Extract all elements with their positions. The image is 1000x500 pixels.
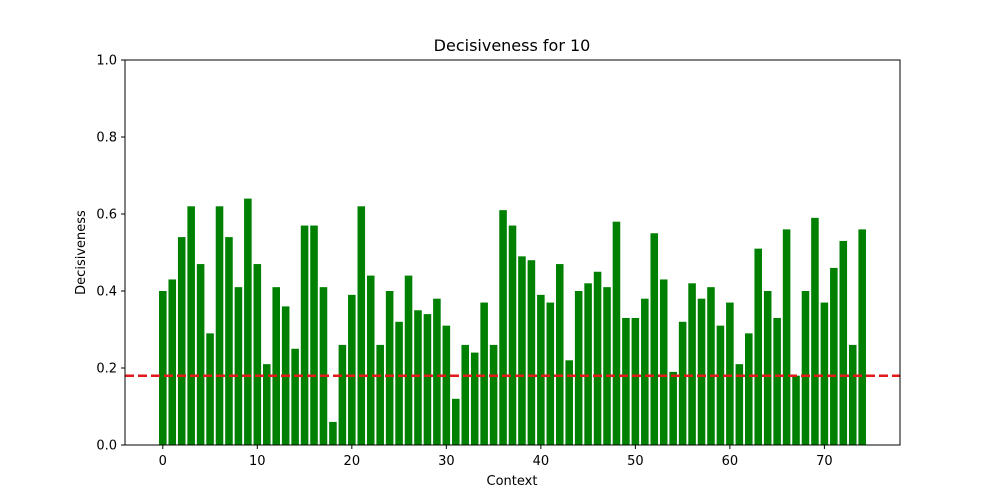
bar: [858, 229, 866, 445]
bar: [763, 291, 772, 445]
bar: [234, 287, 243, 445]
bar: [168, 279, 177, 445]
bar: [159, 291, 167, 445]
bar: [669, 371, 677, 445]
bar: [452, 398, 460, 445]
bar: [442, 325, 451, 445]
x-tick-label: 40: [533, 454, 550, 469]
y-tick-label: 0.2: [96, 362, 117, 377]
bar: [773, 317, 781, 445]
bar: [461, 344, 470, 445]
x-tick-label: 10: [249, 454, 266, 469]
bar: [376, 344, 384, 445]
bar: [792, 375, 800, 445]
bar: [196, 264, 205, 445]
bar: [546, 302, 555, 445]
bar: [262, 364, 271, 445]
bar: [366, 275, 375, 445]
chart-title: Decisiveness for 10: [434, 36, 591, 55]
bar: [830, 267, 838, 445]
bar: [480, 302, 488, 445]
bar: [707, 287, 715, 445]
x-tick-label: 30: [438, 454, 455, 469]
bar: [385, 291, 394, 445]
y-axis-label: Decisiveness: [74, 210, 89, 295]
bar: [310, 225, 318, 445]
bar: [329, 421, 337, 445]
bar: [489, 344, 498, 445]
bar: [745, 333, 753, 445]
bar: [518, 256, 526, 445]
y-axis: 0.0 0.2 0.4 0.6 0.8 1.0: [96, 54, 125, 454]
bar: [414, 310, 422, 445]
y-tick-label: 0.8: [96, 131, 117, 146]
bar: [848, 344, 857, 445]
bar: [650, 233, 659, 445]
bar: [584, 283, 592, 445]
bar: [338, 344, 347, 445]
bar: [253, 264, 262, 445]
bar: [782, 229, 791, 445]
bar: [319, 287, 328, 445]
bar: [537, 294, 545, 445]
y-tick-label: 0.6: [96, 208, 117, 223]
bar: [678, 321, 687, 445]
bar: [499, 210, 507, 445]
bar: [395, 321, 403, 445]
bar: [754, 248, 763, 445]
bar: [291, 348, 299, 445]
x-tick-label: 70: [816, 454, 833, 469]
bar: [555, 264, 564, 445]
x-axis-label: Context: [487, 474, 538, 489]
bar: [612, 221, 621, 445]
bar: [801, 291, 810, 445]
bar: [508, 225, 517, 445]
bar: [470, 352, 479, 445]
bar: [357, 206, 366, 445]
bar: [697, 298, 706, 445]
bar: [404, 275, 413, 445]
y-tick-label: 0.0: [96, 439, 117, 454]
bar: [565, 360, 573, 445]
bars-group: [159, 198, 866, 445]
x-tick-label: 20: [344, 454, 361, 469]
bar: [603, 287, 611, 445]
bar: [593, 271, 602, 445]
bar: [215, 206, 224, 445]
bar: [716, 325, 725, 445]
bar: [688, 283, 696, 445]
bar: [206, 333, 214, 445]
y-tick-label: 0.4: [96, 285, 117, 300]
bar: [348, 294, 356, 445]
bar: [244, 198, 252, 445]
bar: [527, 260, 536, 445]
bar: [726, 302, 734, 445]
bar: [423, 314, 432, 445]
x-tick-label: 50: [627, 454, 644, 469]
bar: [187, 206, 195, 445]
bar: [574, 291, 583, 445]
x-tick-label: 0: [159, 454, 167, 469]
bar: [300, 225, 309, 445]
x-tick-label: 60: [722, 454, 739, 469]
bar: [839, 240, 848, 445]
plot-frame: [124, 59, 901, 446]
bar: [811, 217, 819, 445]
bar: [272, 287, 280, 445]
bar: [631, 317, 640, 445]
bar: [735, 364, 744, 445]
bar: [659, 279, 668, 445]
y-tick-label: 1.0: [96, 54, 117, 69]
bar: [177, 237, 186, 445]
x-axis: 0 10 20 30 40 50 60 70: [159, 445, 833, 469]
bar: [820, 302, 829, 445]
bar: [433, 298, 441, 445]
bar: [641, 298, 649, 445]
bar: [225, 237, 233, 445]
bar: [622, 317, 630, 445]
